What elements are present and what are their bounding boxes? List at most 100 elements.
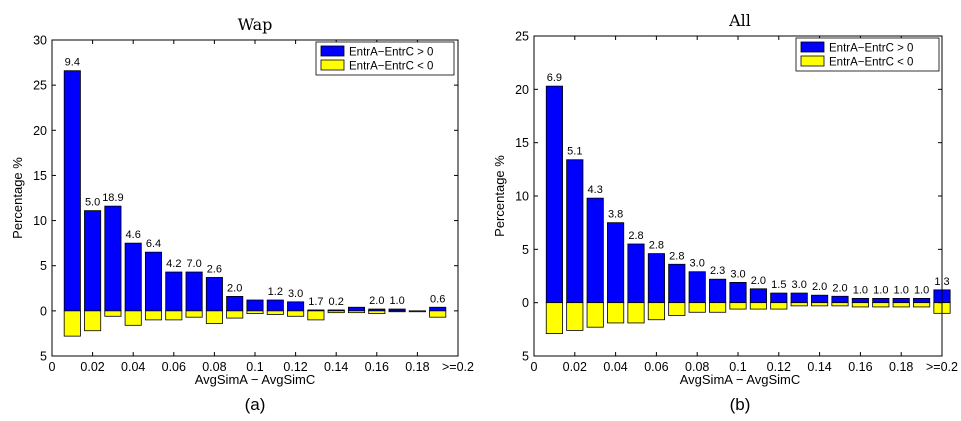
bar-positive [770,292,788,304]
data-label: 2.0 [812,281,827,293]
legend-label: EntrA−EntrC < 0 [349,61,433,73]
data-label: 1.2 [268,286,283,298]
bar-negative [287,310,305,317]
bar-negative [84,310,102,332]
legend-swatch [320,45,345,57]
bar-negative [872,302,890,308]
data-label: 3.0 [792,279,807,291]
y-tick-label: 20 [33,124,47,138]
x-tick-label: 0.14 [807,360,831,374]
x-tick-label: 0.06 [644,360,668,374]
bar-positive [831,295,849,304]
y-tick-label: 0 [40,304,47,318]
data-label: 5.0 [85,197,100,209]
x-tick-label: 0.12 [283,360,307,374]
data-label: 2.8 [669,250,684,262]
bar-negative [892,302,910,308]
bar-positive [586,197,604,304]
x-tick-label: 0.18 [405,360,429,374]
x-tick-label: 0.1 [729,360,746,374]
x-tick-label: 0.04 [121,360,145,374]
bar-negative [347,310,366,314]
bar-negative [104,310,122,317]
chart-title: All [728,11,751,30]
y-tick-label: 0 [522,296,529,310]
bar-positive [266,299,284,312]
subfigure-caption: (b) [730,395,751,414]
chart-b: 6.9 5.1 4.3 3.8 2.8 2.8 2.8 3.0 2.3 3.0 2.0 1.5 3.0 2… [492,11,958,414]
data-label: 2.0 [369,295,384,307]
data-label: 2.0 [227,282,242,294]
data-label: 2.8 [649,240,664,252]
y-axis-label: Percentage % [10,157,25,239]
subfigure-caption: (a) [245,395,266,414]
bar-negative [124,310,142,326]
data-label: 7.0 [186,258,201,270]
bar-positive [205,277,223,312]
bar-negative [688,302,706,313]
data-label: 6.9 [547,72,562,84]
x-axis-label: AvgSimA − AvgSimC [680,372,801,387]
bar-negative [368,310,386,314]
data-label: 4.3 [588,184,603,196]
y-tick-label: 15 [515,136,529,150]
y-tick-label: 30 [33,34,47,48]
bar-negative [709,302,727,313]
bar-negative [408,310,426,313]
y-tick-label: 5 [522,350,529,364]
x-tick-label: 0.06 [162,360,186,374]
data-label: 4.6 [126,229,141,241]
data-label: 3.0 [730,268,745,280]
data-label: 0.2 [329,296,344,308]
bar-negative [913,302,931,308]
bar-negative [566,302,584,331]
bar-negative [749,302,767,310]
bar-positive [287,301,305,312]
legend-label: EntrA−EntrC > 0 [349,47,433,59]
bar-negative [429,310,447,318]
bar-negative [586,302,604,328]
bar-negative [63,310,81,337]
data-label: 2.6 [207,263,222,275]
bar-negative [226,310,244,319]
data-label: 2.3 [710,265,725,277]
y-tick-label: 10 [515,190,529,204]
data-label: 9.4 [65,57,80,69]
bar-positive [165,271,183,312]
bar-negative [246,310,264,314]
legend: EntrA−EntrC > 0 EntrA−EntrC < 0 [795,37,940,72]
bar-positive [84,210,102,312]
bar-negative [388,310,406,313]
data-label: 18.9 [102,192,123,204]
x-tick-label: 0.08 [202,360,226,374]
bar-negative [627,302,645,324]
bar-negative [266,310,284,315]
y-tick-label: 15 [33,169,47,183]
data-label: 6.4 [146,238,161,250]
bar-negative [647,302,665,321]
data-label: 2.0 [832,282,847,294]
data-label: 1.0 [873,284,888,296]
data-label: 1.0 [853,284,868,296]
bar-positive [668,263,686,304]
y-tick-label: 5 [40,259,47,273]
legend-swatch [800,41,825,53]
data-label: 4.2 [166,258,181,270]
data-label: 2.0 [751,275,766,287]
bar-positive [811,294,829,304]
bar-negative [668,302,686,316]
bar-negative [811,302,829,307]
y-tick-label: 5 [40,350,47,364]
bar-positive [872,297,890,304]
bar-positive [749,288,767,304]
data-label: 3.0 [690,258,705,270]
x-tick-label: 0 [49,360,56,374]
x-tick-label: 0.04 [603,360,627,374]
bar-negative [851,302,869,308]
data-label: 3.8 [608,209,623,221]
bar-negative [327,310,345,314]
data-label: 1.5 [771,279,786,291]
bar-positive [144,251,163,312]
bar-negative [205,310,223,324]
